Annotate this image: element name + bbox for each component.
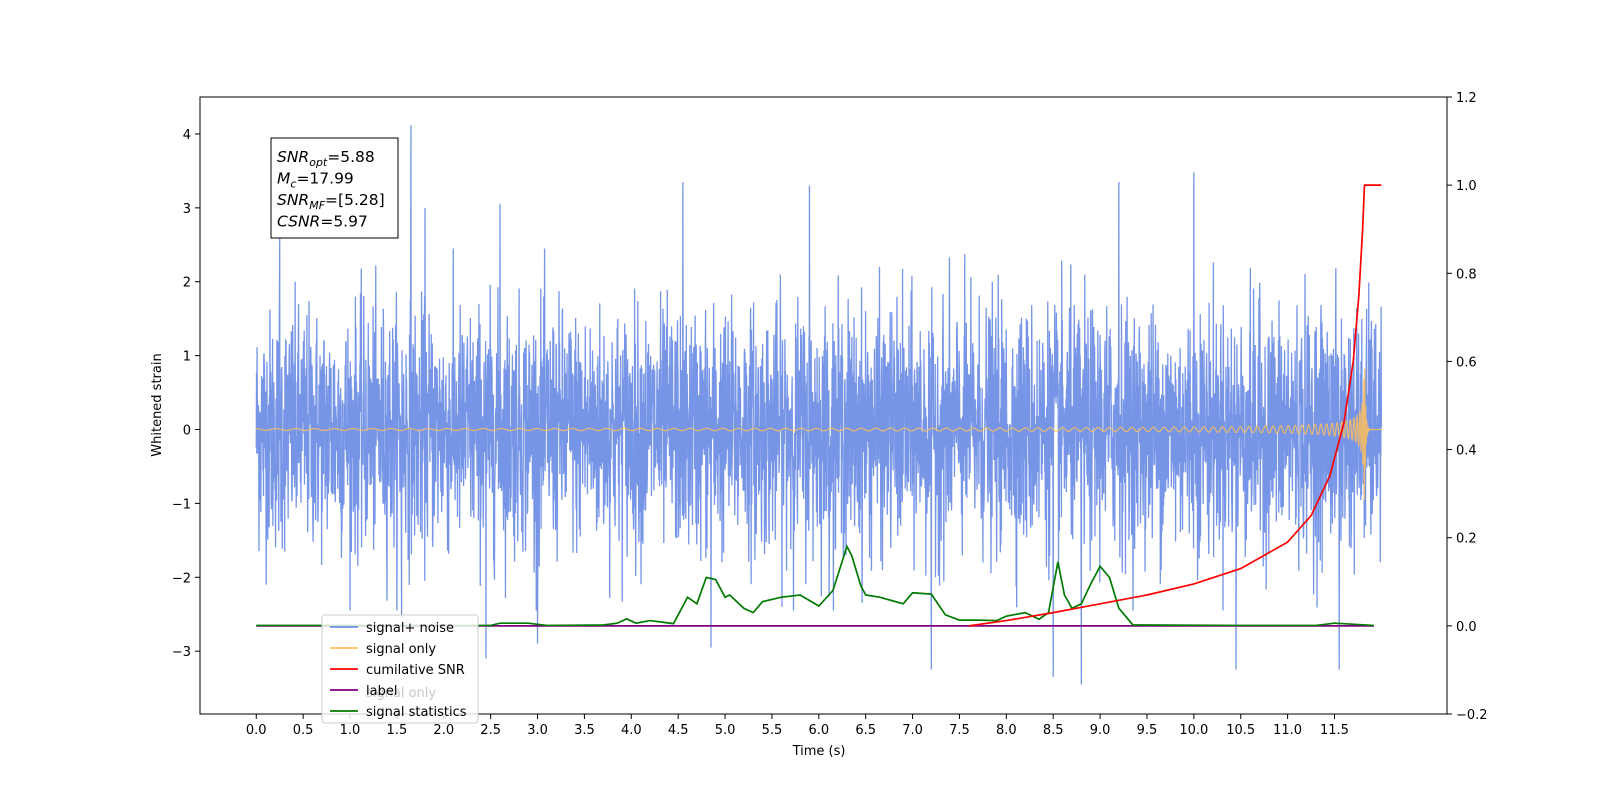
stat-line: Mc=17.99 <box>277 170 354 191</box>
x-tick-label: 3.5 <box>574 723 595 738</box>
x-tick-label: 1.0 <box>340 723 361 738</box>
x-tick-label: 9.5 <box>1137 723 1158 738</box>
series-signal-statistics-line <box>256 544 1374 627</box>
x-tick-label: 2.5 <box>480 723 501 738</box>
x-tick-label: 4.0 <box>621 723 642 738</box>
stats-box-frame <box>270 137 399 239</box>
x-axis-label: Time (s) <box>792 744 846 759</box>
y2-tick-label: 0.4 <box>1456 444 1477 459</box>
legend-label: signal+ noise <box>366 621 454 636</box>
legend-label: cumilative SNR <box>366 663 465 678</box>
x-tick-label: 4.5 <box>668 723 689 738</box>
y2-tick-label: 0.6 <box>1456 355 1477 370</box>
plot-frame <box>199 96 1448 715</box>
x-tick-label: 0.0 <box>246 723 267 738</box>
x-tick-label: 7.0 <box>902 723 923 738</box>
y-tick-label: 0 <box>183 424 191 439</box>
legend-frame <box>321 614 479 724</box>
y-tick-label: 3 <box>183 202 191 217</box>
x-tick-label: 8.5 <box>1043 723 1064 738</box>
y-tick-label: −2 <box>172 571 191 586</box>
series-signal-only-line <box>256 368 1382 501</box>
y-tick-label: 2 <box>183 276 191 291</box>
y-tick-label: 4 <box>183 128 191 143</box>
y-tick-label: −1 <box>172 497 191 512</box>
y-tick-label: 1 <box>183 350 191 365</box>
x-tick-label: 9.0 <box>1090 723 1111 738</box>
x-tick-label: 1.5 <box>387 723 408 738</box>
y2-tick-label: 0.2 <box>1456 532 1477 547</box>
series-cumilative-snr-line <box>968 184 1382 627</box>
y2-tick-label: 0.8 <box>1456 267 1477 282</box>
legend-occluded-text: signal only <box>366 686 436 701</box>
y2-tick-label: 1.0 <box>1456 179 1477 194</box>
series-signal-noise-line <box>255 125 1383 685</box>
legend-label: label <box>366 684 397 699</box>
y-tick-label: −3 <box>172 645 191 660</box>
x-tick-label: 10.5 <box>1226 723 1255 738</box>
x-tick-label: 2.0 <box>433 723 454 738</box>
stat-line: SNRopt=5.88 <box>277 148 375 169</box>
x-tick-label: 6.5 <box>855 723 876 738</box>
x-tick-label: 7.5 <box>949 723 970 738</box>
x-tick-label: 6.0 <box>808 723 829 738</box>
x-tick-label: 3.0 <box>527 723 548 738</box>
x-tick-label: 11.0 <box>1273 723 1302 738</box>
y2-tick-label: 1.2 <box>1456 91 1477 106</box>
x-tick-label: 10.0 <box>1179 723 1208 738</box>
legend: signal only signal+ noise signal only cumil… <box>321 614 479 724</box>
legend-label: signal statistics <box>366 705 467 720</box>
x-tick-label: 11.5 <box>1320 723 1349 738</box>
stat-line: CSNR=5.97 <box>277 213 368 231</box>
legend-label: signal only <box>366 642 436 657</box>
stat-line: SNRMF=[5.28] <box>277 191 385 212</box>
x-tick-label: 8.0 <box>996 723 1017 738</box>
x-tick-label: 5.5 <box>762 723 783 738</box>
y-axis-label: Whitened strain <box>150 353 165 456</box>
y2-tick-label: 0.0 <box>1456 620 1477 635</box>
x-tick-label: 5.0 <box>715 723 736 738</box>
x-tick-label: 0.5 <box>293 723 314 738</box>
y2-tick-label: −0.2 <box>1456 708 1488 723</box>
